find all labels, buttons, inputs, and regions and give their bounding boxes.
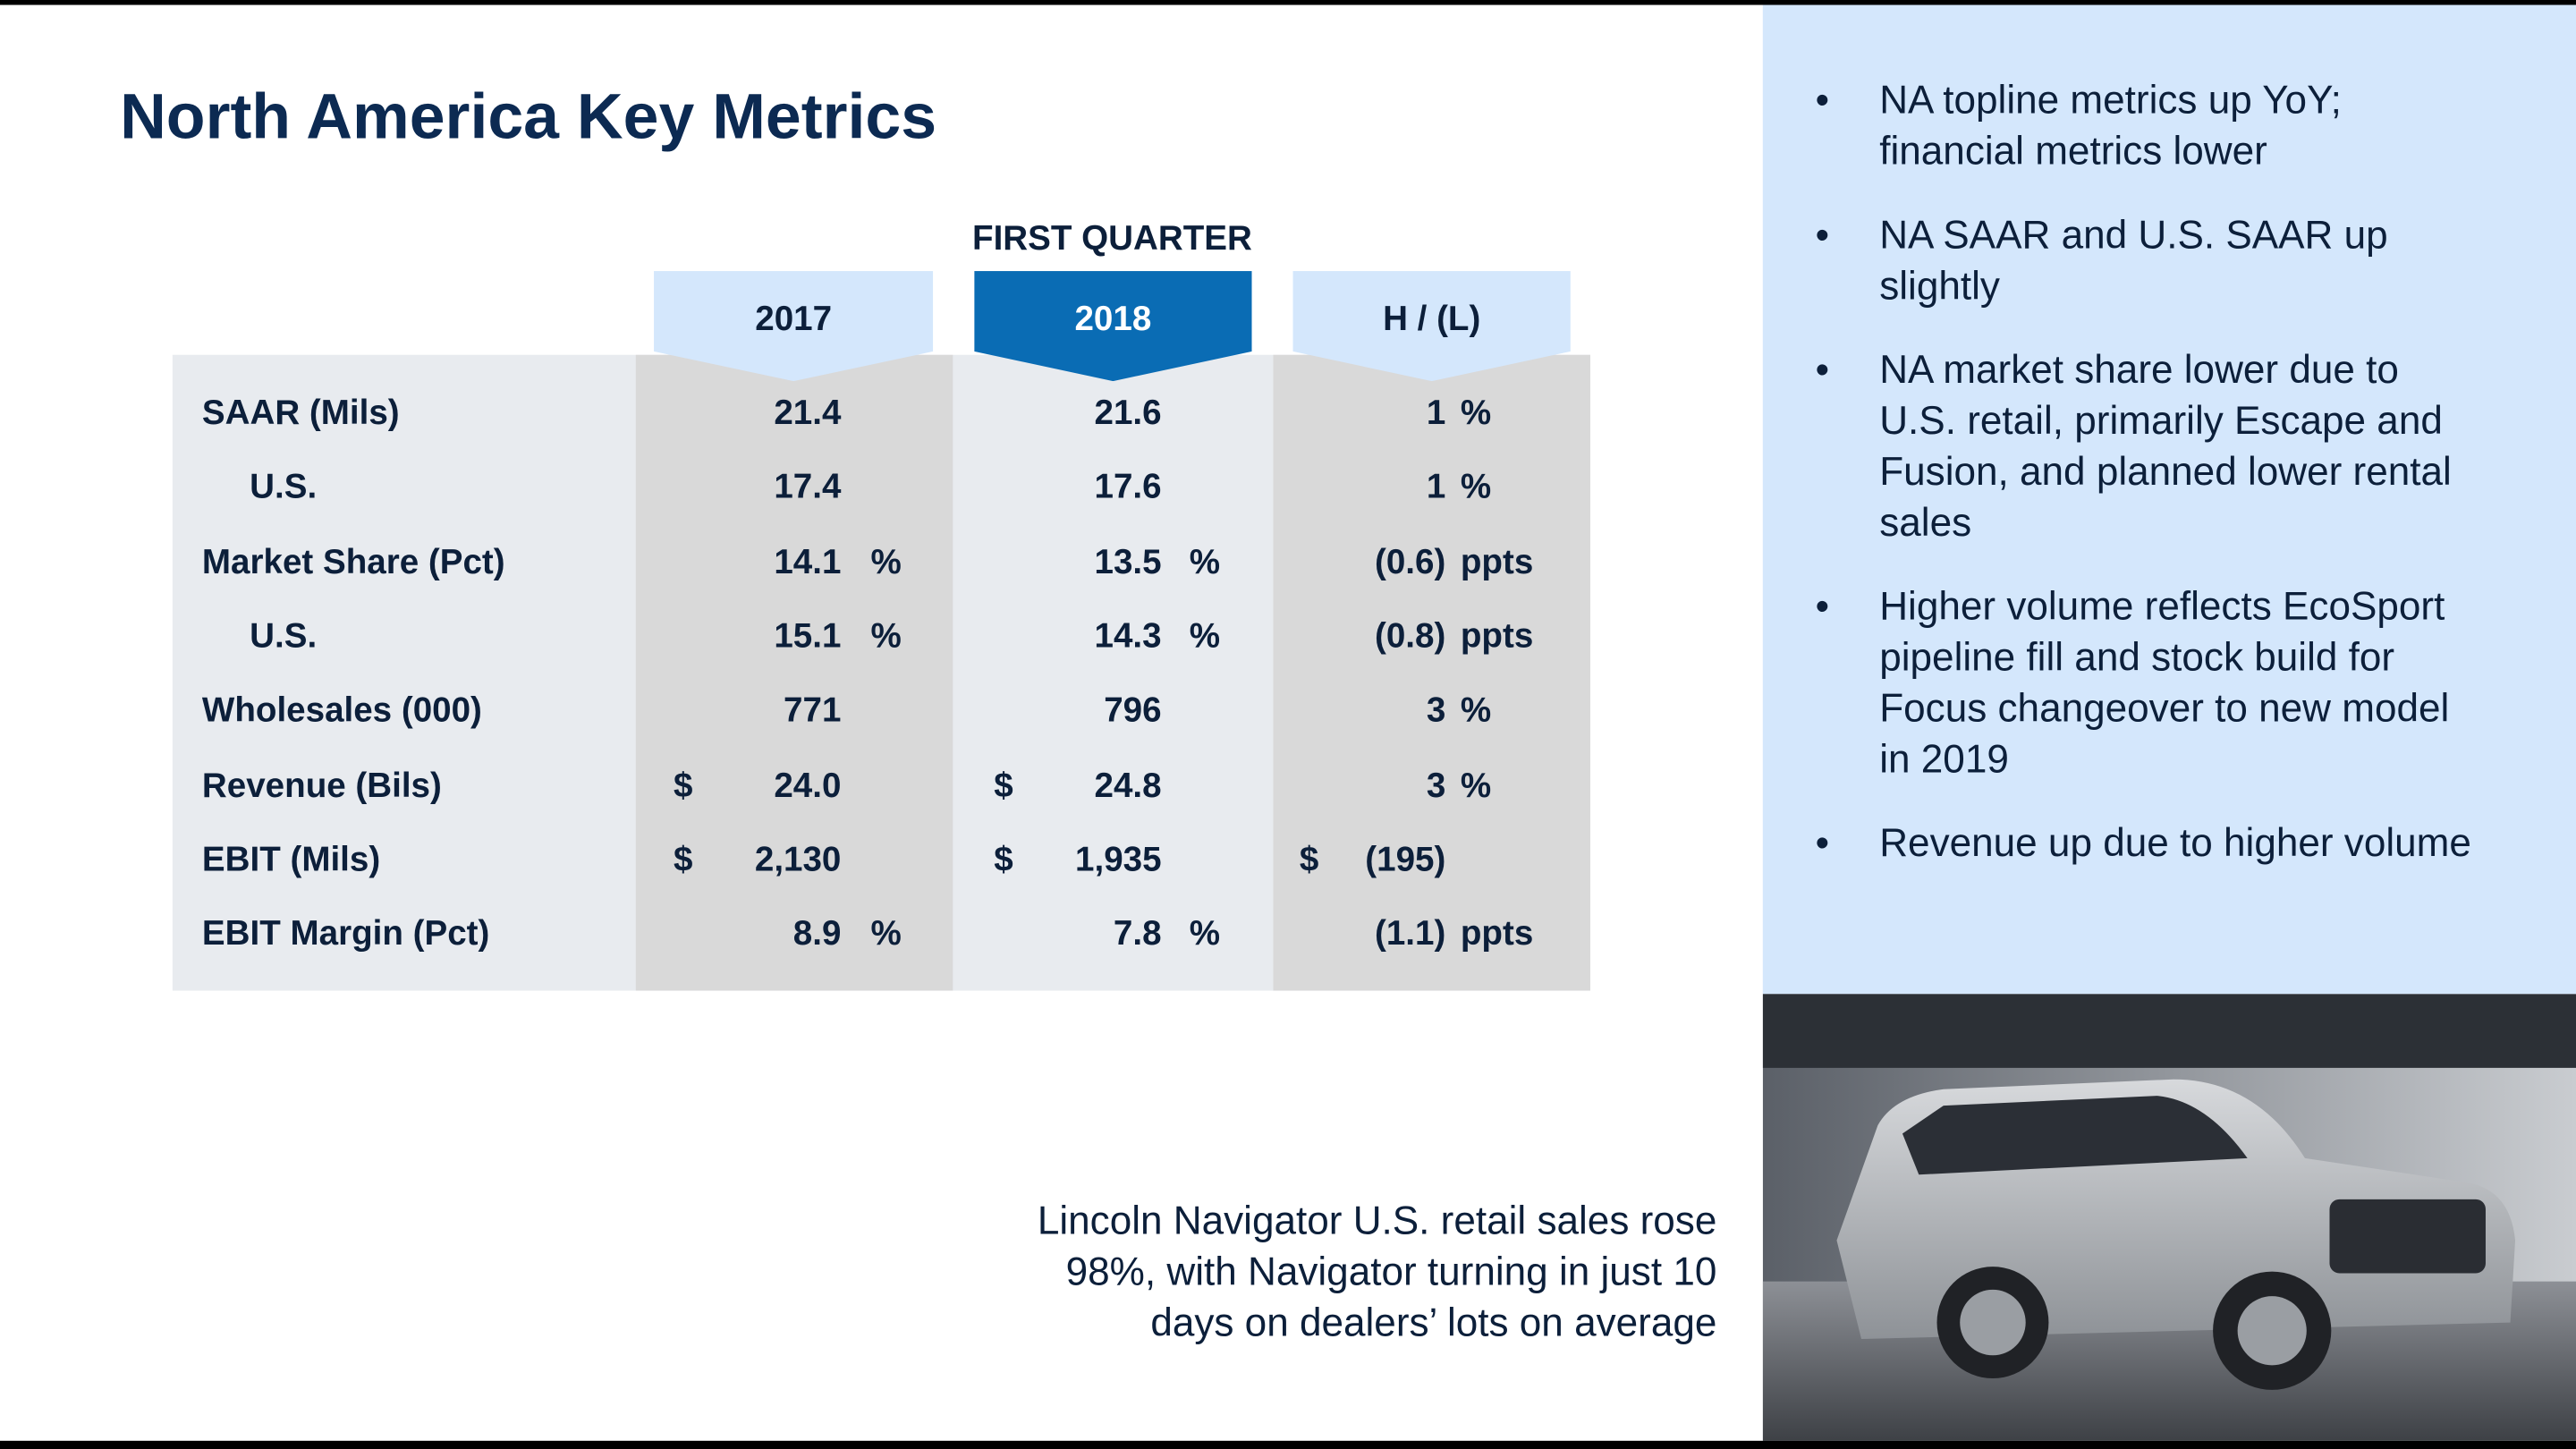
row-label: Market Share (Pct) <box>201 543 505 581</box>
cell-suffix: % <box>870 915 902 953</box>
caption-line: 98%, with Navigator turning in just 10 <box>1065 1250 1717 1295</box>
group-header: FIRST QUARTER <box>972 220 1252 258</box>
cell-suffix: % <box>1189 915 1221 953</box>
cell-suffix: ppts <box>1460 617 1534 656</box>
row-label: SAAR (Mils) <box>201 394 400 433</box>
cell-prefix: $ <box>1299 841 1319 879</box>
cell-value: 8.9 <box>792 915 842 953</box>
bullet-text: NA topline metrics up YoY; financial met… <box>1879 79 2342 174</box>
row-label: EBIT (Mils) <box>201 841 381 879</box>
cell-value: 24.0 <box>774 766 842 805</box>
cell-prefix: $ <box>674 841 693 879</box>
cell-value: 21.4 <box>774 394 842 433</box>
bullet-text: NA SAAR and U.S. SAAR up slightly <box>1879 213 2388 309</box>
cell-prefix: $ <box>674 766 693 805</box>
row-label: U.S. <box>250 617 318 656</box>
slide-title: North America Key Metrics <box>120 81 937 153</box>
bullet-text: Higher volume reflects EcoSport pipeline… <box>1879 584 2450 783</box>
side-panel <box>1762 4 2576 995</box>
cell-suffix: % <box>870 617 902 656</box>
column-bg <box>1273 354 1590 991</box>
bullet-dot: • <box>1815 79 1830 123</box>
bullet-dot: • <box>1815 584 1830 630</box>
top-border <box>0 0 2576 5</box>
cell-value: 7.8 <box>1113 915 1162 953</box>
bottom-border <box>0 1440 2576 1449</box>
bullet-text: Revenue up due to higher volume <box>1879 821 2471 866</box>
cell-suffix: % <box>1189 543 1221 581</box>
row-label: U.S. <box>250 469 318 507</box>
cell-suffix: ppts <box>1460 543 1534 581</box>
cell-value: 3 <box>1426 691 1446 730</box>
cell-value: (1.1) <box>1375 915 1446 953</box>
cell-value: 796 <box>1104 691 1162 730</box>
cell-value: 21.6 <box>1094 394 1162 433</box>
cell-prefix: $ <box>994 841 1013 879</box>
bullet-dot: • <box>1815 213 1830 258</box>
cell-value: 14.3 <box>1094 617 1162 656</box>
row-label: EBIT Margin (Pct) <box>201 915 490 953</box>
cell-suffix: % <box>1460 469 1492 507</box>
cell-value: (195) <box>1365 841 1446 879</box>
cell-value: 1,935 <box>1075 841 1162 879</box>
caption-line: Lincoln Navigator U.S. retail sales rose <box>1037 1199 1717 1244</box>
cell-value: 13.5 <box>1094 543 1162 581</box>
cell-value: 15.1 <box>774 617 842 656</box>
column-bg <box>635 354 953 991</box>
caption: Lincoln Navigator U.S. retail sales rose… <box>1038 1196 1717 1349</box>
bullet-text: NA market share lower due to U.S. retail… <box>1879 348 2452 546</box>
caption-line: days on dealers’ lots on average <box>1150 1301 1717 1346</box>
bullet-dot: • <box>1815 821 1830 866</box>
cell-value: 771 <box>784 691 842 730</box>
cell-value: 24.8 <box>1094 766 1162 805</box>
cell-value: 3 <box>1426 766 1446 805</box>
cell-suffix: % <box>1460 766 1492 805</box>
cell-suffix: % <box>1189 617 1221 656</box>
cell-value: 17.4 <box>774 469 842 507</box>
cell-suffix: % <box>870 543 902 581</box>
cell-value: 17.6 <box>1094 469 1162 507</box>
cell-suffix: % <box>1460 691 1492 730</box>
cell-value: (0.6) <box>1375 543 1446 581</box>
car-photo <box>1762 994 2576 1441</box>
cell-value: 2,130 <box>754 841 842 879</box>
cell-value: 1 <box>1426 394 1446 433</box>
cell-suffix: % <box>1460 394 1492 433</box>
cell-value: 1 <box>1426 469 1446 507</box>
row-label: Revenue (Bils) <box>201 766 442 805</box>
cell-value: (0.8) <box>1375 617 1446 656</box>
cell-value: 14.1 <box>774 543 842 581</box>
cell-suffix: ppts <box>1460 915 1534 953</box>
cell-prefix: $ <box>994 766 1013 805</box>
bullet-dot: • <box>1815 348 1830 393</box>
row-label: Wholesales (000) <box>201 691 482 730</box>
